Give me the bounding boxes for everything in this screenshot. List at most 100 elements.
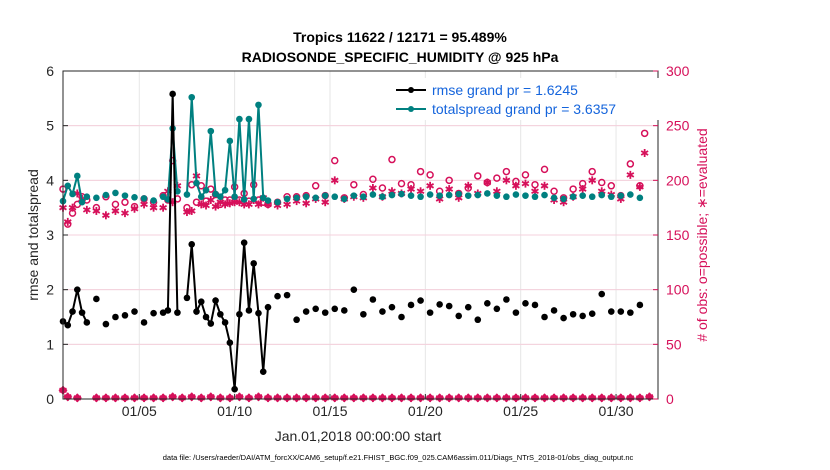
obs-possible-point [121,198,129,206]
rmse-point [455,312,463,320]
legend: rmse grand pr = 1.6245 totalspread grand… [392,78,660,120]
rmse-point [560,314,567,322]
obs-possible-point [378,184,387,192]
x-tick-label: 01/30 [599,403,634,419]
star-stroke [63,219,72,225]
y-tick-label: 1 [46,336,54,352]
totalspread-point [112,189,119,197]
totalspread-point [560,195,567,203]
obs-possible-point [397,179,406,188]
rmse-point [274,292,281,300]
rmse-point [183,294,191,302]
rmse-point [445,302,453,310]
obs-possible-point [588,167,596,176]
rmse-point [340,307,348,314]
obs-evaluated-point [426,181,435,190]
obs-possible-point [388,155,396,164]
rmse-point [503,296,510,303]
obs-evaluated-point [92,206,101,215]
totalspread-point [360,193,367,201]
star-stroke [206,197,215,203]
totalspread-point [240,196,248,203]
obs-evaluated-point [330,176,339,185]
star-stroke [283,201,291,208]
star-stroke [149,204,158,211]
obs-evaluated-point [502,176,511,185]
obs-evaluated-point [483,178,492,187]
rmse-point [484,300,491,307]
rmse-point [188,240,196,248]
totalspread-point [455,190,463,198]
rmse-point [398,313,405,321]
star-stroke [588,177,597,184]
obs-evaluated-point [140,200,148,209]
legend-spread-label: totalspread grand pr = 3.6357 [432,101,616,117]
x-axis-ticks: 01/05 01/10 01/15 01/20 01/25 01/30 [122,394,634,419]
star-stroke [640,150,649,156]
totalspread-point [159,193,167,201]
rmse-point [579,312,586,320]
obs-evaluated-point [578,185,587,194]
totalspread-point [579,192,586,199]
totalspread-point [274,198,281,206]
totalspread-point [379,193,386,201]
rmse-point [240,239,248,246]
star-stroke [368,185,377,191]
star-stroke [254,201,263,208]
totalspread-point [484,190,491,197]
y2-axis-ticks: 0 50 100 150 200 250 300 [653,63,690,407]
x-tick-label: 01/15 [312,403,347,419]
obs-possible-point [550,187,558,196]
obs-evaluated-point [512,181,520,190]
star-stroke [206,394,215,400]
obs-possible-point [607,182,616,190]
rmse-point [302,308,310,315]
rmse-point [550,307,558,314]
totalspread-point [236,115,243,123]
data-file-footnote: data file: /Users/raeder/DAI/ATM_forcXX/… [163,453,634,462]
obs-evaluated-point [254,200,263,209]
rmse-point [607,308,615,315]
star-stroke [321,199,330,205]
rmse-point [264,303,272,311]
rmse-point [78,309,86,316]
rmse-point [250,260,258,267]
obs-evaluated-point [464,181,473,190]
star-stroke [445,186,454,192]
rmse-point [283,291,291,299]
obs-evaluated-point [121,209,129,218]
obs-possible-point [521,171,530,179]
totalspread-point [302,193,310,201]
totalspread-point [83,193,91,201]
totalspread-point [188,93,196,101]
rmse-point [174,309,181,316]
rmse-point [636,301,644,309]
obs-evaluated-point [302,199,311,208]
rmse-point [388,303,396,311]
rmse-point [245,307,253,314]
star-stroke [264,201,272,208]
rmse-point [369,296,377,303]
y-tick-label: 0 [46,391,54,407]
rmse-point [417,297,424,304]
rmse-point [217,310,224,318]
star-stroke [245,201,253,208]
rmse-point [522,300,529,307]
star-stroke [578,186,587,192]
obs-evaluated-point [588,176,597,185]
rmse-point [121,312,129,319]
star-stroke [407,186,415,192]
rmse-point [474,316,482,324]
rmse-point [379,308,386,315]
totalspread-point [264,197,272,204]
legend-rmse-label: rmse grand pr = 1.6245 [432,82,578,98]
totalspread-point [64,182,72,190]
star-stroke [531,188,539,195]
obs-evaluated-point [206,196,215,205]
totalspread-point [102,191,110,199]
obs-possible-point [640,129,649,138]
star-stroke [483,179,492,186]
obs-evaluated-point [407,185,415,194]
obs-evaluated-point [540,181,549,190]
